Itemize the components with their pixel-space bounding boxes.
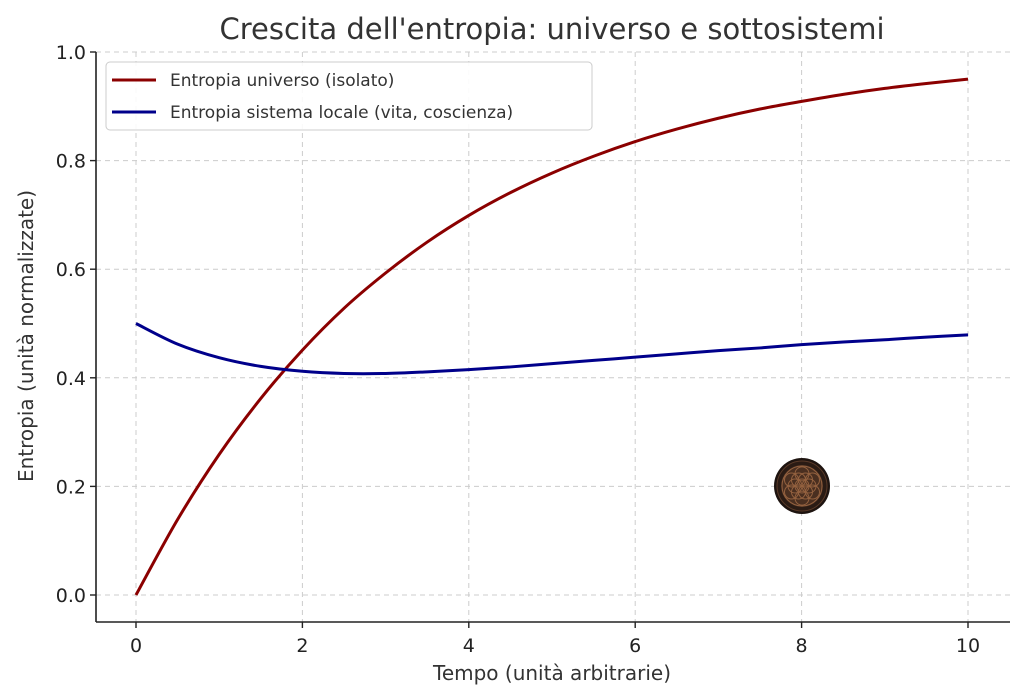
series-line-local-system <box>135 322 969 376</box>
legend-label-universe: Entropia universo (isolato) <box>170 71 394 91</box>
grid-lines <box>96 51 1010 622</box>
x-axis-label: Tempo (unità arbitrarie) <box>432 661 671 685</box>
y-tick-label: 1.0 <box>56 42 86 64</box>
y-tick-label: 0.0 <box>56 585 86 607</box>
legend-label-local-system: Entropia sistema locale (vita, coscienza… <box>170 103 513 123</box>
legend: Entropia universo (isolato) Entropia sis… <box>105 61 593 131</box>
series-lines <box>134 77 969 596</box>
x-tick-label: 4 <box>463 635 475 657</box>
x-tick-label: 6 <box>629 635 641 657</box>
x-tick-label: 8 <box>796 635 808 657</box>
y-tick-label: 0.8 <box>56 151 86 173</box>
x-tick-label: 2 <box>296 635 308 657</box>
x-tick-label: 0 <box>130 635 142 657</box>
x-tick-label: 10 <box>956 635 980 657</box>
y-tick-label: 0.6 <box>56 259 86 281</box>
y-tick-label: 0.4 <box>56 368 86 390</box>
chart-title: Crescita dell'entropia: universo e sotto… <box>219 12 884 46</box>
flower-of-life-emblem-icon <box>774 458 830 514</box>
series-line-universe <box>134 77 969 596</box>
axes <box>95 52 1010 623</box>
y-ticks: 0.0 0.2 0.4 0.6 0.8 1.0 <box>56 42 96 607</box>
x-ticks: 0 2 4 6 8 10 <box>130 622 980 657</box>
y-tick-label: 0.2 <box>56 476 86 498</box>
y-axis-label: Entropia (unità normalizzate) <box>14 190 38 482</box>
